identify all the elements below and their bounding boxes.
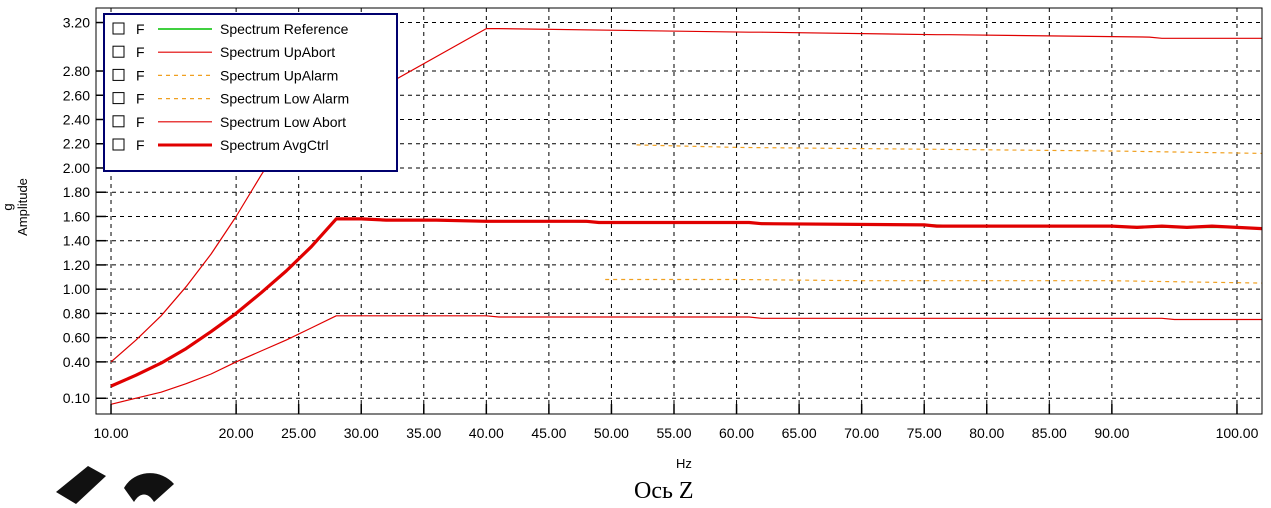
legend-checkbox[interactable] (112, 68, 125, 81)
x-axis-label: Hz (676, 456, 692, 471)
legend-label: Spectrum UpAlarm (220, 67, 338, 83)
x-tick-label: 40.00 (469, 425, 504, 441)
legend-prefix: F (136, 91, 145, 107)
legend-label: Spectrum Low Alarm (220, 91, 349, 107)
y-tick-label: 0.40 (63, 354, 90, 370)
x-axis: 10.00 20.00 25.00 30.00 35.00 40.00 45.00 50.00… (93, 404, 1259, 441)
series-line-spectrum-avgctrl (110, 217, 1262, 388)
legend-prefix: F (136, 67, 145, 83)
y-axis-unit-label: g (0, 203, 15, 210)
x-tick-label: 80.00 (969, 425, 1004, 441)
figure-caption: Ось Z (634, 478, 694, 504)
y-axis-label: Amplitude (15, 178, 30, 236)
watermark-logo (56, 466, 174, 504)
x-tick-label: 55.00 (656, 425, 691, 441)
x-tick-label: 60.00 (719, 425, 754, 441)
legend-box (103, 13, 398, 172)
series-line-spectrum-low-abort (110, 315, 1262, 405)
y-tick-label: 0.60 (63, 330, 90, 346)
legend-checkbox[interactable] (112, 138, 125, 151)
plot-frame (95, 7, 1263, 415)
y-tick-label: 3.20 (63, 15, 90, 31)
legend-label: Spectrum Low Abort (220, 114, 346, 130)
legend-label: Spectrum UpAbort (220, 44, 335, 60)
y-tick-label: 1.20 (63, 257, 90, 273)
x-tick-label: 10.00 (93, 425, 128, 441)
legend-prefix: F (136, 114, 145, 130)
legend-checkbox[interactable] (112, 92, 125, 105)
x-tick-label: 65.00 (782, 425, 817, 441)
legend-checkbox[interactable] (112, 45, 125, 58)
y-tick-label: 1.80 (63, 184, 90, 200)
legend-checkbox[interactable] (112, 115, 125, 128)
y-tick-label: 2.80 (63, 63, 90, 79)
legend-prefix: F (136, 137, 145, 153)
y-tick-label: 2.20 (63, 136, 90, 152)
legend-label: Spectrum Reference (220, 21, 349, 37)
legend: F Spectrum Reference F Spectrum UpAbort F Spe… (103, 13, 398, 172)
y-tick-label: 1.40 (63, 233, 90, 249)
y-tick-label: 2.00 (63, 160, 90, 176)
x-tick-label: 45.00 (531, 425, 566, 441)
y-tick-label: 1.00 (63, 281, 90, 297)
series-line-spectrum-low-alarm (605, 278, 1262, 284)
y-tick-label: 1.60 (63, 208, 90, 224)
x-tick-label: 85.00 (1032, 425, 1067, 441)
y-tick-label: 0.80 (63, 305, 90, 321)
series-layer (110, 28, 1262, 405)
y-tick-label: 2.40 (63, 111, 90, 127)
y-tick-label: 0.10 (63, 390, 90, 406)
y-tick-label: 2.60 (63, 87, 90, 103)
series-line-spectrum-upalarm (636, 144, 1262, 154)
x-tick-label: 25.00 (281, 425, 316, 441)
legend-prefix: F (136, 44, 145, 60)
x-tick-label: 35.00 (406, 425, 441, 441)
x-tick-label: 70.00 (844, 425, 879, 441)
x-tick-label: 50.00 (594, 425, 629, 441)
x-tick-label: 20.00 (219, 425, 254, 441)
series-line-spectrum-upabort (110, 28, 1262, 363)
x-tick-label: 100.00 (1216, 425, 1259, 441)
legend-checkbox[interactable] (112, 22, 125, 35)
legend-prefix: F (136, 21, 145, 37)
legend-label: Spectrum AvgCtrl (220, 137, 329, 153)
x-tick-label: 90.00 (1094, 425, 1129, 441)
x-tick-label: 75.00 (907, 425, 942, 441)
x-tick-label: 30.00 (344, 425, 379, 441)
